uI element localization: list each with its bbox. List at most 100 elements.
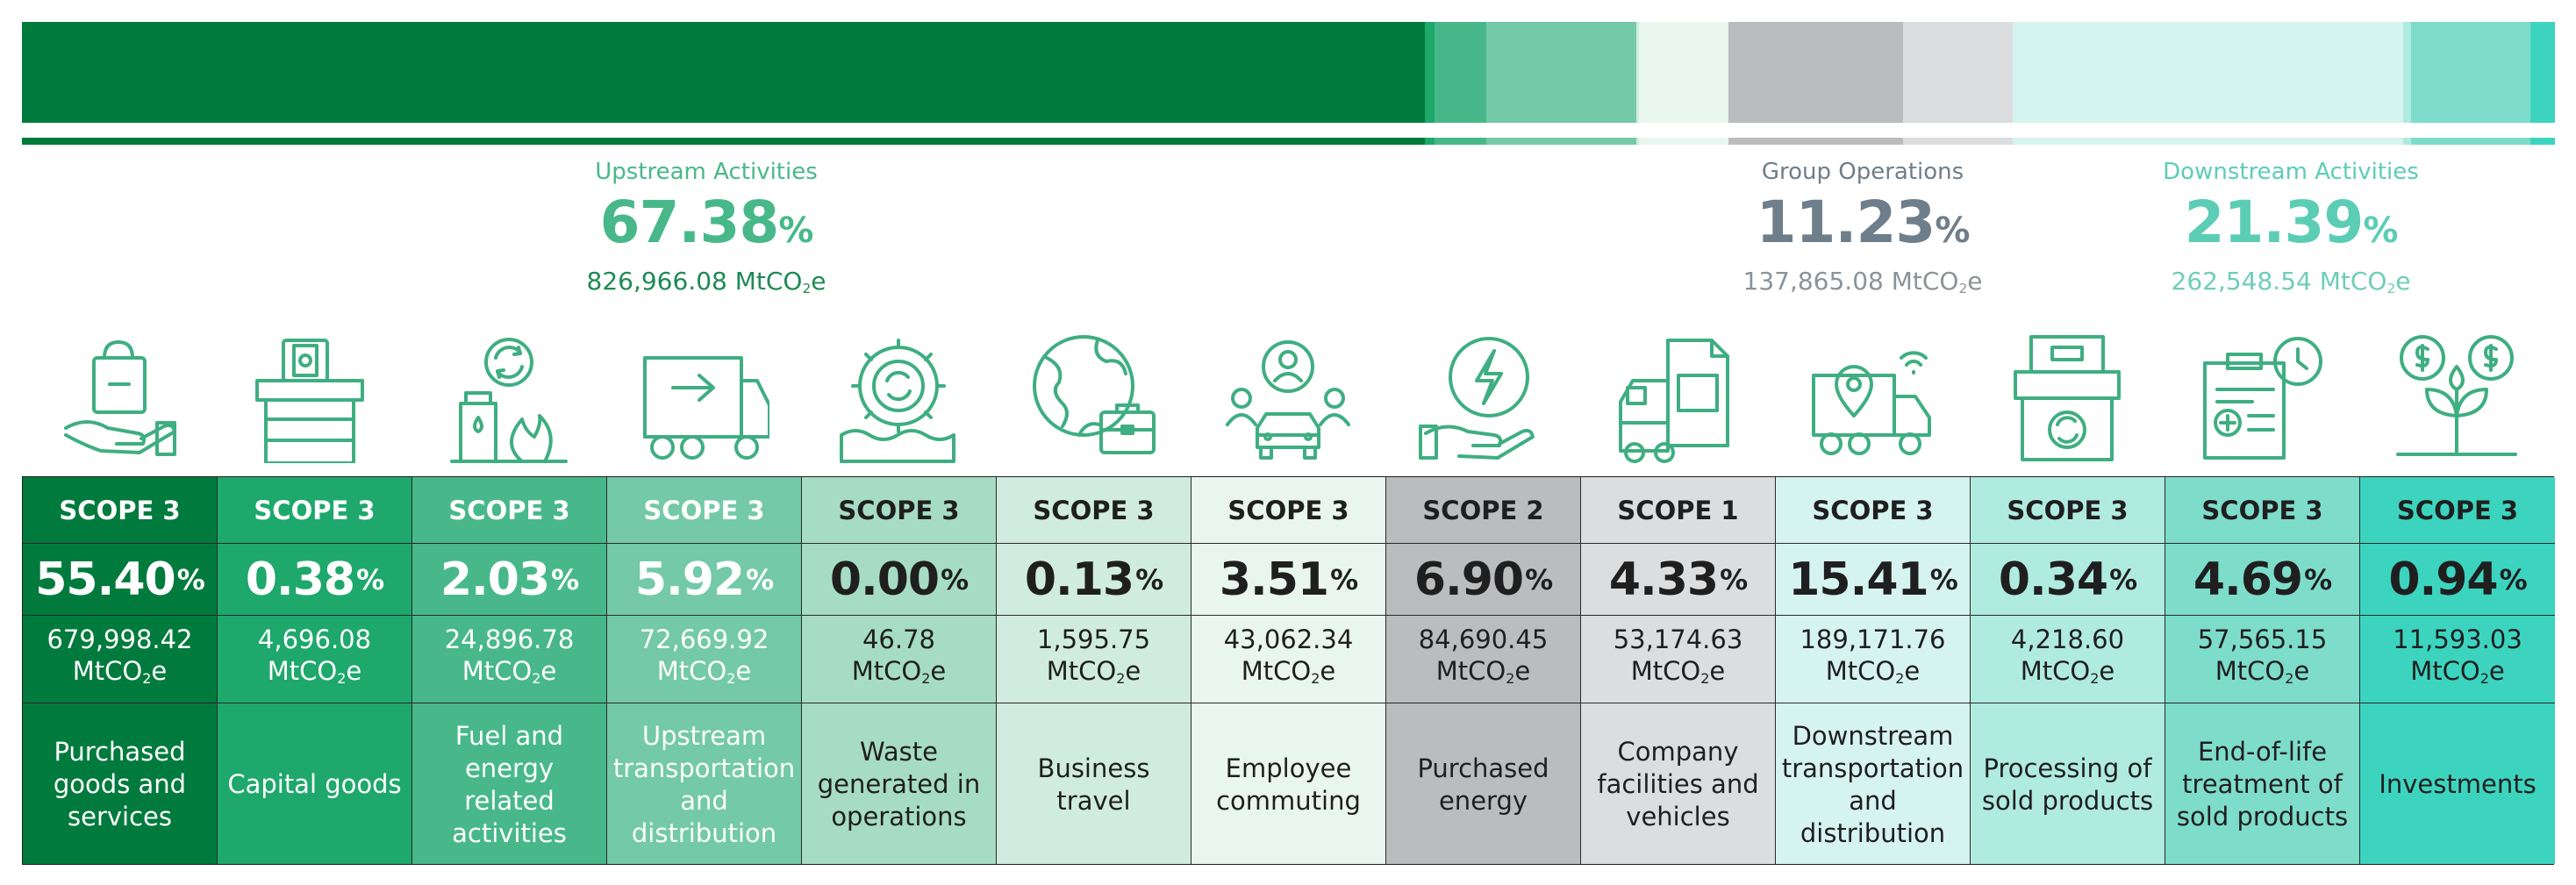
- category-column: SCOPE 3 3.51% 43,062.34 MtCO2e Employee comm…: [1191, 477, 1386, 864]
- group-operations-percent: 11.23%: [1756, 189, 1971, 256]
- category-percent: 5.92%: [607, 544, 801, 616]
- scope-label: SCOPE 3: [607, 477, 801, 544]
- share-underline-segment: [1425, 138, 1435, 145]
- hand-bag-icon: [54, 332, 185, 463]
- share-underline-segment: [2411, 138, 2531, 145]
- category-emissions: 189,171.76 MtCO2e: [1776, 616, 1970, 703]
- category-percent: 0.38%: [218, 544, 411, 616]
- fuel-cycle-icon: [443, 332, 575, 463]
- truck-location-icon: [1807, 332, 1938, 463]
- category-emissions: 4,696.08 MtCO2e: [218, 616, 411, 703]
- facility-truck-icon: [1612, 332, 1743, 463]
- category-column: SCOPE 3 0.34% 4,218.60 MtCO2e Processing of …: [1971, 477, 2165, 864]
- share-bar-segment: [1435, 22, 1487, 123]
- share-underline-segment: [2529, 138, 2555, 145]
- category-percent: 4.69%: [2165, 544, 2359, 616]
- category-emissions: 84,690.45 MtCO2e: [1386, 616, 1580, 703]
- category-name: Waste generated in operations: [817, 737, 981, 831]
- scope-label: SCOPE 3: [1971, 477, 2165, 544]
- group-downstream-percent: 21.39%: [2184, 189, 2399, 256]
- category-emissions: 53,174.63 MtCO2e: [1581, 616, 1775, 703]
- category-name: Downstream transportation and distributi…: [1781, 720, 1964, 848]
- share-underline-segment: [1728, 138, 1904, 145]
- group-operations-name: Group Operations: [1761, 159, 1964, 185]
- globe-briefcase-icon: [1027, 332, 1159, 463]
- group-upstream-name: Upstream Activities: [595, 159, 818, 185]
- scope-label: SCOPE 3: [218, 477, 411, 544]
- category-percent: 0.94%: [2360, 544, 2555, 616]
- scope-label: SCOPE 3: [1776, 477, 1970, 544]
- category-emissions: 24,896.78 MtCO2e: [412, 616, 606, 703]
- share-underline-segment: [1485, 138, 1637, 145]
- category-percent: 0.34%: [1971, 544, 2165, 616]
- category-emissions: 679,998.42 MtCO2e: [23, 616, 217, 703]
- share-underline-segment: [1635, 138, 1640, 145]
- group-downstream-name: Downstream Activities: [2163, 159, 2419, 185]
- scope-label: SCOPE 3: [23, 477, 217, 544]
- category-column: SCOPE 1 4.33% 53,174.63 MtCO2e Company facil…: [1581, 477, 1776, 864]
- clipboard-timer-icon: [2196, 332, 2328, 463]
- group-upstream: Upstream Activities 67.38% 826,966.08 Mt…: [478, 156, 934, 304]
- category-name: Fuel and energy related activities: [452, 720, 567, 848]
- emissions-table: SCOPE 3 55.40% 679,998.42 MtCO2e Purchased g…: [22, 476, 2555, 865]
- share-bar-segment: [1639, 22, 1729, 123]
- category-name: Business travel: [1037, 753, 1150, 816]
- category-emissions: 46.78 MtCO2e: [802, 616, 996, 703]
- stacked-share-underline: [22, 138, 2555, 145]
- scope-label: SCOPE 3: [802, 477, 996, 544]
- scope-label: SCOPE 2: [1386, 477, 1580, 544]
- category-column: SCOPE 3 5.92% 72,669.92 MtCO2e Upstream tran…: [607, 477, 802, 864]
- hand-energy-icon: [1417, 332, 1549, 463]
- category-percent: 4.33%: [1581, 544, 1775, 616]
- share-underline-segment: [1902, 138, 2014, 145]
- group-downstream: Downstream Activities 21.39% 262,548.54 …: [2063, 156, 2519, 304]
- group-downstream-emissions: 262,548.54 MtCO2e: [2171, 267, 2411, 296]
- share-bar-segment: [2402, 22, 2413, 123]
- delivery-truck-icon: [638, 332, 771, 463]
- category-name: Investments: [2379, 769, 2537, 799]
- stacked-share-bar: [22, 22, 2555, 123]
- share-bar-segment: [22, 22, 1426, 123]
- scope-label: SCOPE 3: [2360, 477, 2555, 544]
- category-column: SCOPE 3 0.38% 4,696.08 MtCO2e Capital goods: [218, 477, 412, 864]
- share-bar-segment: [1902, 22, 2014, 123]
- category-name: Capital goods: [227, 769, 402, 799]
- group-operations-emissions: 137,865.08 MtCO2e: [1742, 267, 1983, 296]
- share-bar-segment: [1635, 22, 1640, 123]
- money-plant-icon: [2391, 332, 2522, 463]
- category-percent: 0.13%: [997, 544, 1191, 616]
- share-bar-segment: [1728, 22, 1904, 123]
- category-column: SCOPE 2 6.90% 84,690.45 MtCO2e Purchased ene…: [1386, 477, 1581, 864]
- category-column: SCOPE 3 0.00% 46.78 MtCO2e Waste generated i…: [802, 477, 997, 864]
- category-percent: 2.03%: [412, 544, 606, 616]
- category-column: SCOPE 3 15.41% 189,171.76 MtCO2e Downstream …: [1776, 477, 1971, 864]
- box-recycle-icon: [2001, 332, 2133, 463]
- group-upstream-percent: 67.38%: [599, 189, 814, 256]
- category-percent: 0.00%: [802, 544, 996, 616]
- scope-label: SCOPE 3: [1191, 477, 1385, 544]
- category-name: Purchased energy: [1417, 753, 1549, 816]
- share-bar-segment: [2529, 22, 2555, 123]
- category-column: SCOPE 3 0.13% 1,595.75 MtCO2e Business trave…: [997, 477, 1191, 864]
- share-bar-segment: [1425, 22, 1435, 123]
- group-operations: Group Operations 11.23% 137,865.08 MtCO2…: [1635, 156, 2091, 304]
- category-name: Employee commuting: [1216, 753, 1361, 816]
- category-emissions: 43,062.34 MtCO2e: [1191, 616, 1385, 703]
- share-underline-segment: [1639, 138, 1729, 145]
- share-underline-segment: [2402, 138, 2413, 145]
- category-name: Company facilities and vehicles: [1597, 737, 1759, 831]
- share-underline-segment: [22, 138, 1426, 145]
- share-underline-segment: [1435, 138, 1487, 145]
- category-emissions: 1,595.75 MtCO2e: [997, 616, 1191, 703]
- share-bar-segment: [1485, 22, 1637, 123]
- category-name: Upstream transportation and distribution: [612, 720, 796, 848]
- share-underline-segment: [2012, 138, 2404, 145]
- category-percent: 3.51%: [1191, 544, 1385, 616]
- share-bar-segment: [2012, 22, 2404, 123]
- category-emissions: 4,218.60 MtCO2e: [1971, 616, 2165, 703]
- category-name: Processing of sold products: [1981, 753, 2154, 816]
- category-column: SCOPE 3 55.40% 679,998.42 MtCO2e Purchased g…: [23, 477, 218, 864]
- category-name: End-of-life treatment of sold products: [2176, 737, 2349, 831]
- category-column: SCOPE 3 4.69% 57,565.15 MtCO2e End-of-life t…: [2165, 477, 2360, 864]
- category-emissions: 57,565.15 MtCO2e: [2165, 616, 2359, 703]
